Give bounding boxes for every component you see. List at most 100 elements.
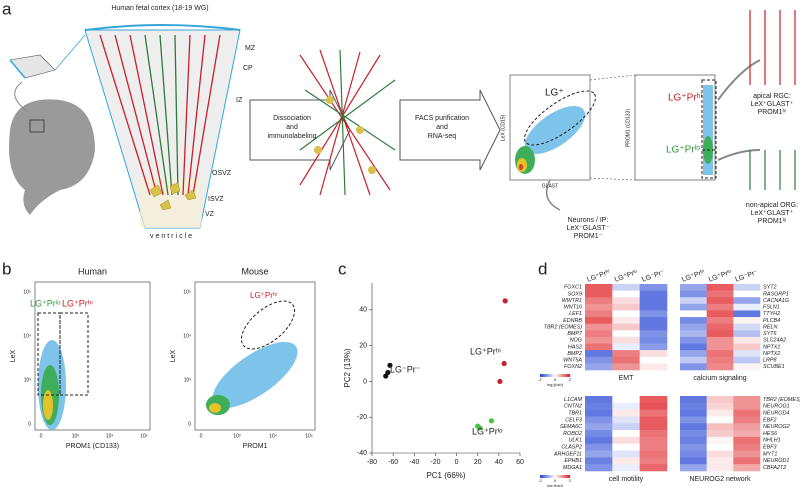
heat-cell	[706, 336, 734, 344]
heat-cell	[639, 297, 668, 305]
heat-cell	[612, 290, 640, 298]
heat-cell	[680, 330, 707, 338]
step-text: FACS purification	[415, 115, 469, 122]
heat-cell	[733, 310, 761, 318]
heat-cell	[680, 290, 707, 298]
gene-label: CLASP2	[561, 445, 582, 451]
heat-cell	[639, 317, 668, 324]
x-tick-label: -40	[409, 459, 419, 466]
path-shape	[182, 34, 221, 196]
heat-cell	[612, 336, 640, 344]
y-tick-label: -20	[357, 414, 367, 421]
colorbar	[541, 374, 544, 377]
circle-shape	[326, 96, 334, 104]
colorbar	[561, 475, 563, 478]
y-tick-label: 10⁴	[183, 333, 191, 339]
heat-cell	[733, 317, 761, 324]
y-tick-label: 0	[28, 421, 31, 427]
heat-cell	[639, 450, 668, 458]
heat-cell	[680, 350, 707, 358]
gene-label: NOG	[570, 338, 582, 344]
g-shape	[299, 49, 396, 196]
colorbar	[559, 475, 562, 478]
axis-label: LeX	[10, 349, 17, 362]
heat-cell	[680, 402, 707, 410]
colorbar	[565, 374, 568, 377]
path-shape	[9, 54, 56, 79]
x-tick-label: 10⁵	[140, 433, 148, 439]
heat-cell	[639, 396, 668, 404]
colorbar	[544, 475, 547, 478]
point	[488, 418, 495, 424]
colorbar	[541, 475, 544, 478]
facs-gate: LG⁺Prʰⁱ	[668, 93, 702, 104]
heat-cell	[585, 402, 613, 410]
colorbar-tick: -2	[538, 478, 542, 483]
colorbar	[562, 374, 565, 377]
column-label: LG⁺Prˡᵒ	[708, 269, 733, 284]
heat-cell	[639, 310, 668, 318]
cell-type: PROM1⁻	[574, 233, 603, 240]
heat-cell	[639, 436, 668, 445]
heat-cell	[585, 290, 613, 298]
heat-cell	[680, 396, 707, 404]
colorbar-tick: 0	[554, 377, 557, 382]
colorbar	[546, 374, 548, 377]
heat-cell	[639, 363, 668, 371]
y-tick-label: 0	[363, 378, 367, 385]
heat-cell	[639, 336, 668, 344]
colorbar	[540, 475, 542, 478]
heat-cell	[612, 436, 640, 445]
path-shape	[717, 149, 761, 161]
heat-cell	[612, 297, 640, 305]
cell-type: PROM1ʰⁱ	[758, 108, 787, 116]
heat-cell	[733, 457, 761, 465]
x-tick-label: 0	[40, 433, 43, 439]
gene-label: ARHGEF11	[553, 451, 582, 457]
facs-gate: LG⁺Prˡᵒ	[666, 145, 700, 156]
colorbar-tick: 0	[554, 478, 557, 483]
column-label: LG⁻Pr⁻	[734, 269, 759, 284]
plot-title: Human	[78, 266, 107, 276]
path-shape	[589, 74, 636, 181]
heat-cell	[612, 350, 640, 358]
gene-label: RASGRP1	[763, 291, 789, 297]
illustration	[9, 10, 796, 431]
axis-label: PC2 (13%)	[343, 348, 352, 387]
heat-cell	[639, 323, 668, 331]
heat-cell	[612, 363, 640, 371]
layer-label: MZ	[245, 45, 256, 52]
heat-cell	[706, 423, 734, 431]
gene-label: HAS2	[568, 344, 582, 350]
gene-label: SCUBE1	[763, 364, 785, 370]
x-tick-label: 10³	[72, 433, 80, 439]
x-tick-label: 10⁴	[106, 433, 114, 439]
heat-cell	[585, 303, 613, 311]
heat-cell	[612, 330, 640, 338]
path-shape	[545, 179, 561, 211]
y-tick-label: 10⁵	[183, 289, 191, 295]
gene-label: SEMA6C	[560, 424, 582, 430]
heat-cell	[680, 323, 707, 331]
heatmap-title: cell motility	[609, 476, 644, 483]
heat-cell	[680, 356, 707, 364]
heat-cell	[706, 330, 734, 338]
heat-cell	[733, 330, 761, 338]
colorbar	[565, 475, 568, 478]
heat-cell	[639, 356, 668, 364]
column-label: LG⁻Pr⁻	[641, 269, 666, 284]
gene-label: LRP8	[763, 357, 777, 363]
y-tick-label: 10³	[184, 377, 192, 383]
heat-cell	[585, 297, 613, 305]
gene-label: BMP7	[567, 331, 583, 337]
heat-cell	[733, 343, 761, 351]
heat-cell	[585, 409, 613, 417]
heat-cell	[639, 402, 668, 410]
heat-cell	[680, 443, 707, 451]
colorbar-tick: -2	[538, 377, 542, 382]
path-shape	[54, 34, 86, 71]
g-shape	[749, 10, 796, 85]
heat-cell	[639, 330, 668, 338]
g-shape	[749, 150, 796, 190]
y-tick-label: -40	[357, 450, 367, 457]
